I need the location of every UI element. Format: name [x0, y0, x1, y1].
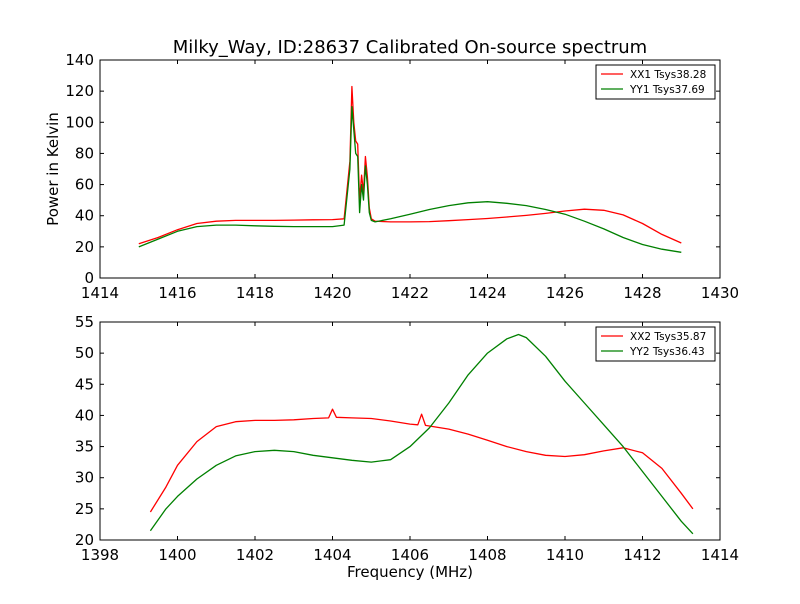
series-line-yy	[149, 333, 694, 535]
y-axis-label: Power in Kelvin	[44, 112, 62, 226]
x-tick-label: 1426	[546, 284, 584, 302]
top-panel: 1414 1416 1418 1420 1422 1424 1426 1428 1430 0 20 4…	[44, 51, 739, 302]
x-tick-label: 1416	[158, 284, 196, 302]
x-tick-label: 1428	[623, 284, 661, 302]
bottom-panel: 1398 1400 1402 1404 1406 1408 1410 1412 1414 20 25…	[75, 313, 739, 581]
y-tick-label: 0	[84, 269, 94, 287]
x-axis-label: Frequency (MHz)	[347, 563, 473, 581]
y-tick-label: 35	[75, 438, 94, 456]
y-tick-label: 100	[65, 113, 94, 131]
legend-label: YY2 Tsys36.43	[629, 346, 705, 358]
x-tick-label: 1406	[391, 546, 429, 564]
y-tick-label: 40	[75, 207, 94, 225]
y-tick-label: 20	[75, 238, 94, 256]
x-tick-label: 1424	[468, 284, 506, 302]
x-tick-label: 1414	[701, 546, 739, 564]
y-tick-label: 120	[65, 82, 94, 100]
figure-title: Milky_Way, ID:28637 Calibrated On-source…	[173, 37, 647, 58]
y-tick-label: 55	[75, 313, 94, 331]
legend-label: YY1 Tsys37.69	[629, 84, 705, 96]
legend-label: XX2 Tsys35.87	[630, 331, 706, 343]
y-tick-label: 30	[75, 469, 94, 487]
y-tick-label: 25	[75, 500, 94, 518]
x-tick-label: 1412	[623, 546, 661, 564]
x-tick-label: 1404	[313, 546, 351, 564]
x-tick-label: 1420	[313, 284, 351, 302]
y-tick-label: 20	[75, 531, 94, 549]
y-tick-label: 140	[65, 51, 94, 69]
legend-box	[595, 64, 716, 100]
legend-label: XX1 Tsys38.28	[630, 69, 706, 81]
y-tick-label: 80	[75, 144, 94, 162]
series-line-xx	[149, 408, 694, 513]
x-tick-label: 1414	[81, 284, 119, 302]
y-tick-label: 60	[75, 176, 94, 194]
x-tick-label: 1400	[158, 546, 196, 564]
x-tick-label: 1398	[81, 546, 119, 564]
x-tick-label: 1410	[546, 546, 584, 564]
x-tick-label: 1418	[236, 284, 274, 302]
y-tick-label: 45	[75, 375, 94, 393]
x-tick-label: 1430	[701, 284, 739, 302]
legend-box	[595, 326, 716, 362]
y-tick-label: 50	[75, 344, 94, 362]
series-line-xx	[138, 85, 682, 245]
x-tick-label: 1408	[468, 546, 506, 564]
x-tick-label: 1402	[236, 546, 274, 564]
x-tick-label: 1422	[391, 284, 429, 302]
series-line-yy	[138, 106, 682, 253]
y-tick-label: 40	[75, 406, 94, 424]
